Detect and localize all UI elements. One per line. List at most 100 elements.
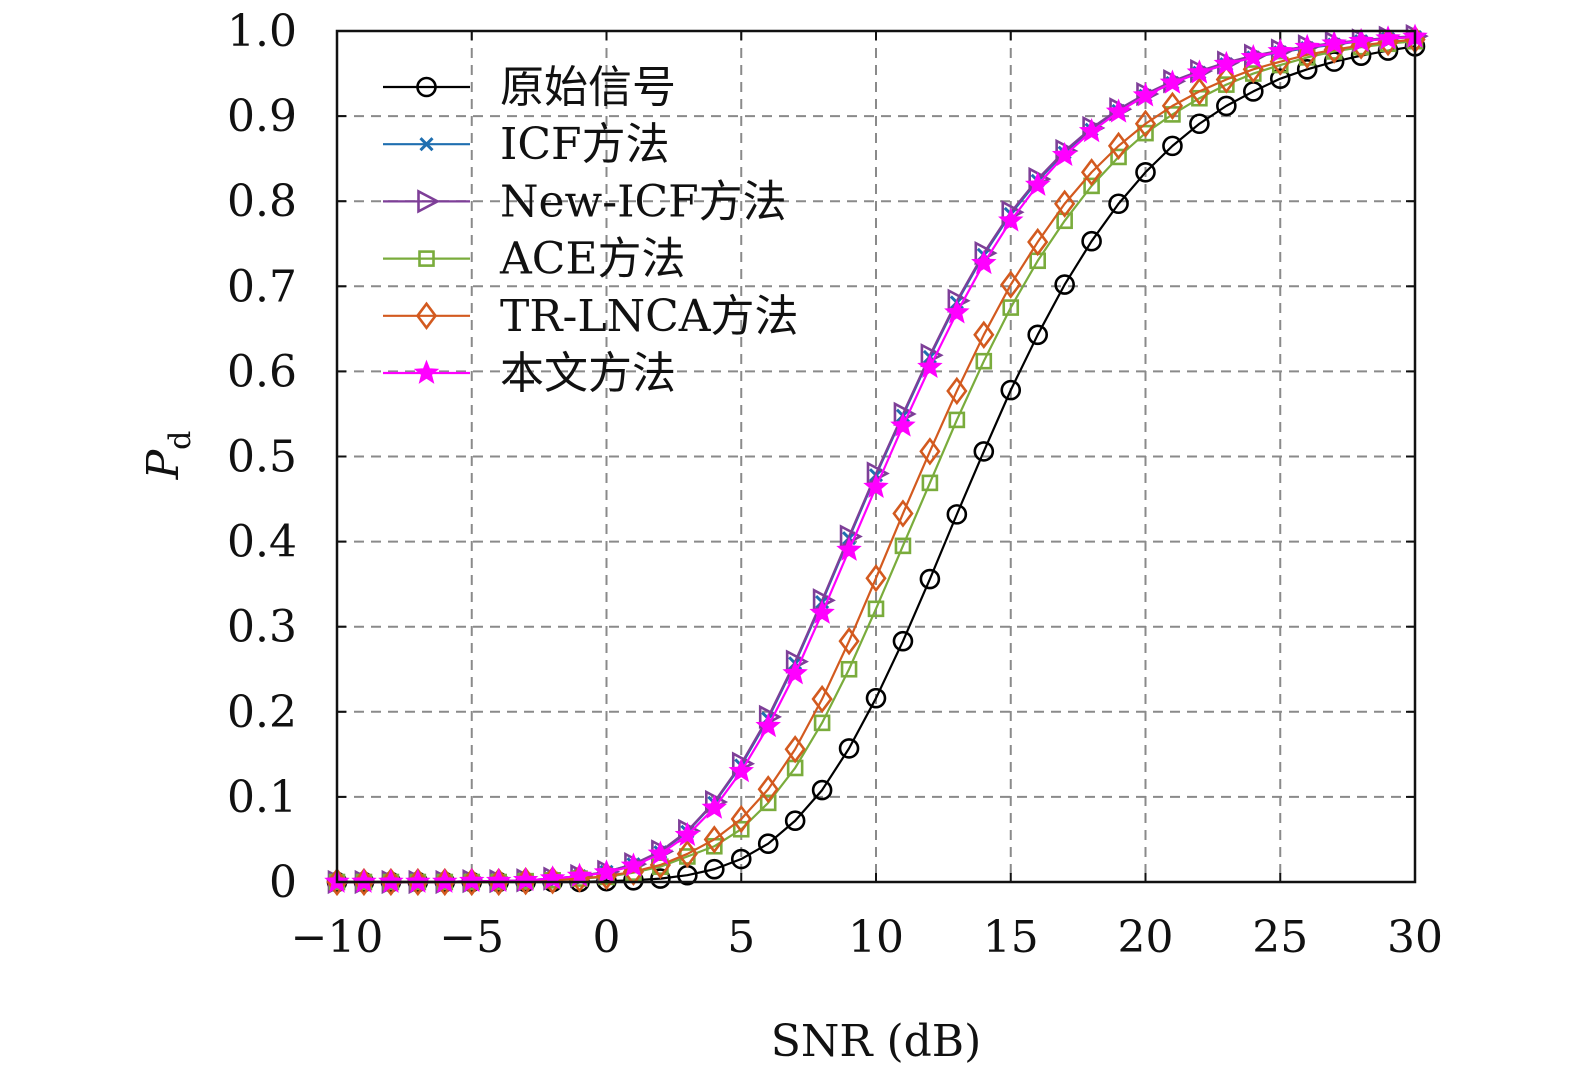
- data-point: [759, 794, 777, 812]
- y-tick-label: 0.3: [227, 602, 297, 653]
- y-tick-label: 0.5: [227, 432, 297, 483]
- legend-swatch-marker: [419, 137, 434, 152]
- svg-text:Pd: Pd: [138, 431, 198, 481]
- data-series: [324, 23, 1429, 897]
- data-point: [1162, 135, 1183, 157]
- x-tick-label: 5: [727, 912, 755, 963]
- legend-label: ACE方法: [499, 234, 686, 285]
- data-point: [1323, 51, 1345, 72]
- legend-entry: ACE方法: [383, 234, 686, 285]
- data-point: [1159, 69, 1186, 94]
- data-point: [539, 865, 566, 890]
- x-tick-label: −5: [439, 912, 504, 963]
- data-point: [944, 299, 970, 324]
- data-point: [1134, 109, 1157, 138]
- legend-label: ICF方法: [500, 119, 670, 170]
- data-point: [1105, 98, 1132, 123]
- data-point: [892, 499, 914, 528]
- series-3: [327, 23, 1429, 895]
- data-point: [1135, 161, 1156, 183]
- x-tick-label: −10: [291, 912, 384, 963]
- data-point: [1323, 35, 1345, 64]
- x-tick-label: 30: [1387, 912, 1443, 963]
- data-point: [1108, 193, 1129, 215]
- data-point: [784, 735, 806, 764]
- data-point: [1000, 270, 1022, 299]
- data-point: [1296, 40, 1318, 69]
- legend-label: 本文方法: [500, 348, 676, 399]
- legend-entry: TR-LNCA方法: [383, 291, 799, 342]
- data-point: [892, 630, 914, 652]
- data-point: [757, 775, 779, 804]
- data-point: [730, 804, 752, 834]
- data-point: [948, 411, 966, 429]
- data-point: [838, 738, 860, 759]
- plot-frame: [335, 29, 1417, 884]
- data-point: [1188, 77, 1211, 106]
- legend-label: 原始信号: [500, 62, 676, 113]
- data-point: [921, 474, 939, 492]
- data-point: [1375, 25, 1401, 50]
- grid-lines: [337, 31, 1415, 882]
- legend-entry: New-ICF方法: [383, 176, 787, 227]
- data-point: [755, 712, 781, 738]
- tick-labels: −10 −5 0 5 10 15 20 25 30 0 0.1 0.2 0.3 0.4 0.5 0.6 0.7 0…: [227, 6, 1443, 963]
- x-tick-label: 20: [1118, 912, 1174, 963]
- legend-entry: ICF方法: [383, 119, 670, 170]
- data-point: [813, 714, 831, 732]
- y-tick-label: 0.2: [227, 687, 297, 738]
- y-tick-label: 0: [269, 857, 297, 908]
- data-point: [1186, 59, 1213, 84]
- data-point: [1002, 299, 1020, 316]
- legend-label: TR-LNCA方法: [500, 291, 799, 342]
- data-point: [620, 852, 647, 877]
- data-point: [703, 858, 725, 880]
- data-point: [703, 825, 725, 854]
- y-tick-label: 0.6: [227, 346, 297, 397]
- data-point: [1054, 189, 1076, 218]
- x-axis-title: SNR (dB): [771, 1016, 982, 1067]
- y-tick-label: 0.1: [227, 772, 297, 823]
- legend-entry: 本文方法: [383, 348, 676, 399]
- data-point: [676, 839, 698, 869]
- data-point: [1213, 50, 1240, 76]
- x-tick-label: 25: [1252, 912, 1308, 963]
- data-point: [865, 564, 887, 593]
- data-point: [1348, 27, 1374, 53]
- data-point: [701, 794, 728, 819]
- data-point: [867, 600, 885, 618]
- data-point: [459, 867, 485, 892]
- data-point: [1296, 58, 1318, 80]
- data-point: [1269, 68, 1291, 89]
- data-point: [1000, 379, 1022, 401]
- series-6: [324, 23, 1428, 893]
- y-axis-title-main: P: [138, 448, 189, 480]
- data-point: [1161, 91, 1184, 121]
- data-point: [838, 627, 860, 656]
- data-point: [730, 848, 752, 870]
- y-axis-title-sub: d: [163, 431, 198, 450]
- data-point: [971, 249, 997, 275]
- y-tick-label: 1.0: [227, 6, 297, 57]
- data-point: [1110, 148, 1127, 166]
- data-point: [1027, 227, 1049, 257]
- legend-entry: 原始信号: [383, 62, 676, 113]
- data-point: [1078, 118, 1105, 143]
- data-point: [647, 840, 674, 865]
- y-tick-label: 0.4: [227, 517, 297, 568]
- data-point: [809, 599, 835, 624]
- data-point: [1137, 124, 1154, 142]
- data-point: [732, 820, 750, 838]
- legend-swatch-marker: [413, 359, 440, 384]
- data-point: [975, 352, 993, 370]
- legend-swatch-marker: [416, 76, 437, 98]
- data-point: [1294, 33, 1320, 58]
- data-point: [593, 859, 620, 884]
- data-point: [1107, 131, 1130, 161]
- data-point: [1215, 65, 1237, 94]
- data-point: [1216, 95, 1237, 117]
- legend-swatch-marker: [418, 250, 435, 267]
- data-point: [1051, 141, 1078, 167]
- data-point: [1267, 38, 1293, 63]
